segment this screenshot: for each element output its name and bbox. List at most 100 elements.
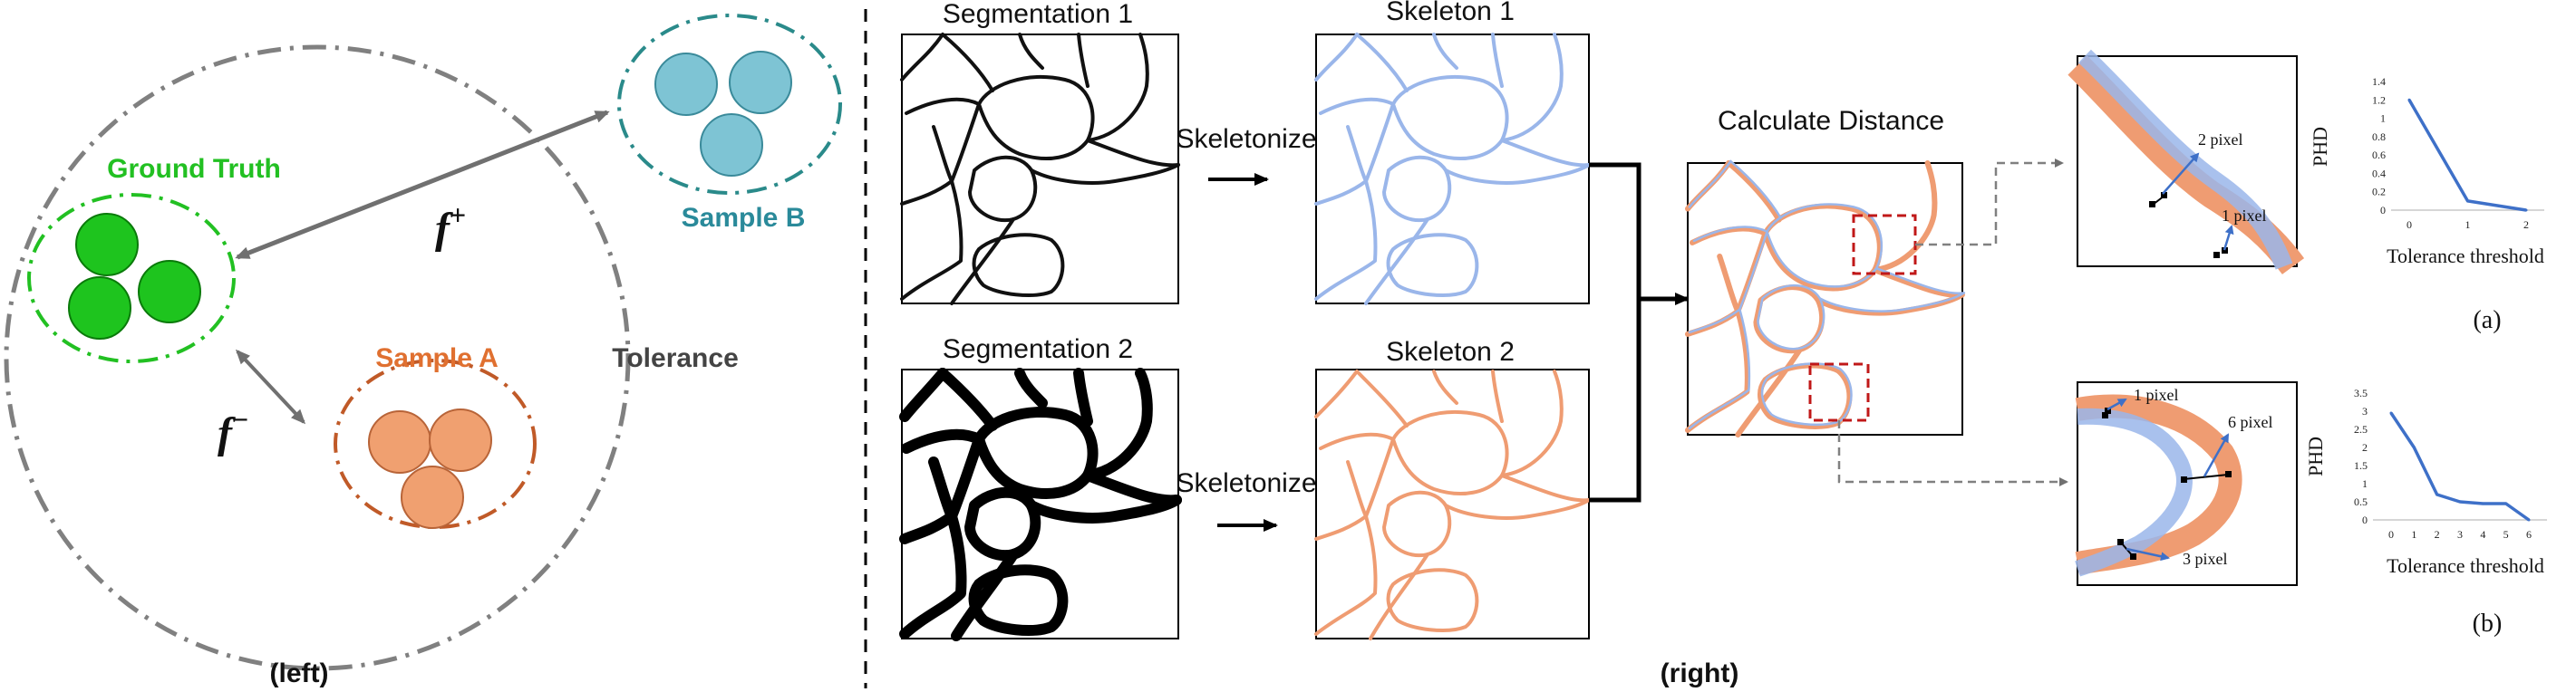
y-axis-title: PHD: [2309, 127, 2331, 167]
left-caption: (left): [270, 658, 329, 688]
y-tick-label: 2: [2362, 441, 2368, 454]
f-minus-label: f−: [218, 403, 248, 457]
y-tick-label: 0.5: [2354, 495, 2368, 508]
y-tick-label: 1: [2380, 112, 2386, 125]
skeleton-1-panel: Skeleton 1: [1314, 0, 1591, 305]
tolerance-label: Tolerance: [612, 343, 739, 373]
phd-data-point: [2436, 493, 2439, 496]
x-tick-label: 6: [2526, 528, 2532, 541]
skeleton-1-title: Skeleton 1: [1386, 0, 1515, 26]
zoom-b-connector: [1837, 420, 2068, 486]
x-tick-label: 1: [2465, 218, 2471, 231]
phd-chart-a: 0 0.2 0.4 0.6 0.8 1 1.2 1.4 0 1 2 Tolerance thresho…: [2309, 75, 2544, 267]
skeleton-2-title: Skeleton 2: [1386, 337, 1515, 367]
y-tick-label: 0.2: [2372, 186, 2386, 198]
zoom-a-point: [2213, 252, 2220, 258]
zoom-b-point: [2181, 476, 2187, 483]
y-tick-label: 0.4: [2372, 167, 2386, 179]
y-tick-label: 0: [2380, 204, 2386, 216]
f-plus-arrow: [235, 110, 610, 260]
zoom-b-label-right: 6 pixel: [2228, 413, 2273, 431]
zoom-region-b-box: [1808, 362, 1870, 422]
zoom-b-panel: 1 pixel 6 pixel 3 pixel: [2075, 381, 2298, 586]
zoom-b-distance-6: [2183, 474, 2229, 480]
y-tick-label: 1: [2362, 477, 2368, 490]
y-tick-label: 1.5: [2354, 459, 2368, 472]
ground-truth-object: [138, 260, 201, 323]
phd-series-line: [2389, 412, 2531, 522]
phd-data-point: [2407, 98, 2411, 101]
calculate-distance-panel: Calculate Distance: [1684, 106, 1966, 437]
zoom-b-label-top-left: 1 pixel: [2134, 386, 2179, 404]
sample-b-group: Sample B: [617, 14, 842, 233]
y-tick-label: 0.6: [2372, 149, 2386, 161]
phd-data-point: [2389, 411, 2393, 415]
sample-b-object: [729, 51, 792, 114]
x-axis-title: Tolerance threshold: [2387, 554, 2544, 577]
f-plus-label: f+: [435, 198, 466, 253]
y-axis-title: PHD: [2304, 437, 2327, 476]
sample-a-label: Sample A: [375, 343, 499, 373]
x-axis-title: Tolerance threshold: [2387, 245, 2544, 267]
panel-a-label: (a): [2473, 306, 2501, 334]
zoom-b-point: [2102, 412, 2108, 418]
ground-truth-boundary: [27, 193, 236, 363]
phd-series-line: [2407, 99, 2527, 212]
y-tick-label: 0.8: [2372, 130, 2386, 143]
zoom-a-panel: 2 pixel 1 pixel: [2068, 49, 2305, 274]
segmentation-2-title: Segmentation 2: [943, 334, 1133, 364]
left-panel: Ground Truth Sample B Sample A f+ f− Tol…: [4, 14, 842, 688]
x-tick-label: 0: [2388, 528, 2394, 541]
zoom-a-label-top: 2 pixel: [2198, 130, 2243, 149]
y-tick-label: 3.5: [2354, 387, 2368, 399]
zoom-a-label-bottom: 1 pixel: [2222, 207, 2267, 225]
ground-truth-group: Ground Truth: [27, 154, 281, 363]
zoom-a-pointer-top: [2162, 152, 2200, 195]
skeletonize-2-label: Skeletonize: [1176, 468, 1316, 498]
merge-connector: [1589, 162, 1679, 503]
sample-b-label: Sample B: [682, 203, 806, 233]
segmentation-1-title: Segmentation 1: [943, 0, 1133, 29]
phd-chart-b: 0 0.5 1 1.5 2 2.5 3 3.5 0 1 2 3 4 5 6 Tolerance thresho…: [2304, 387, 2547, 577]
zoom-a-point: [2222, 247, 2228, 254]
zoom-a-point: [2161, 192, 2167, 198]
x-tick-label: 3: [2457, 528, 2463, 541]
sample-b-object: [654, 53, 718, 116]
zoom-b-point: [2225, 471, 2232, 477]
zoom-b-pointer-3: [2126, 547, 2170, 562]
panel-b-label: (b): [2473, 610, 2503, 638]
right-panel: Segmentation 1: [899, 0, 2547, 688]
x-tick-label: 1: [2411, 528, 2416, 541]
phd-data-point: [2504, 502, 2508, 505]
zoom-b-point: [2117, 539, 2124, 545]
y-tick-label: 1.4: [2372, 75, 2386, 88]
phd-data-point: [2481, 502, 2484, 505]
segmentation-1-image: [900, 33, 1180, 305]
x-tick-label: 2: [2435, 528, 2440, 541]
sample-b-boundary: [617, 14, 842, 195]
overlay-image: [1684, 159, 1966, 437]
skeleton-1-image: [1314, 33, 1591, 305]
skeleton-2-image: [1314, 369, 1591, 640]
zoom-b-point: [2130, 553, 2136, 560]
tolerance-circle: [4, 44, 631, 671]
sample-a-group: Sample A: [334, 343, 537, 529]
phd-data-point: [2458, 500, 2462, 504]
segmentation-2-image: [899, 368, 1182, 641]
y-tick-label: 0: [2362, 514, 2368, 526]
skeletonize-1-label: Skeletonize: [1176, 124, 1316, 154]
zoom-b-label-bottom: 3 pixel: [2183, 550, 2228, 568]
x-tick-label: 2: [2523, 218, 2529, 231]
sample-a-boundary: [334, 359, 537, 529]
x-tick-label: 5: [2503, 528, 2509, 541]
zoom-b-pointer-1: [2106, 398, 2127, 411]
sample-a-object: [368, 410, 431, 474]
segmentation-1-panel: Segmentation 1: [900, 0, 1180, 305]
x-tick-label: 4: [2480, 528, 2485, 541]
right-caption: (right): [1661, 658, 1739, 688]
y-tick-label: 2.5: [2354, 423, 2368, 436]
phd-data-point: [2527, 518, 2531, 522]
sample-a-object: [401, 466, 464, 529]
zoom-a-connector: [1915, 159, 2064, 246]
